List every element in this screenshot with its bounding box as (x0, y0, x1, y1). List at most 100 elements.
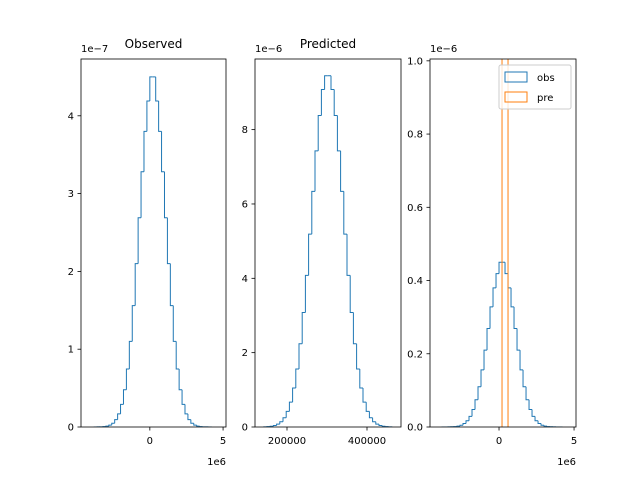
histogram-step (522, 369, 527, 388)
histogram-step (352, 312, 357, 345)
histogram-step (276, 423, 280, 426)
y-tick-label: 0.6 (407, 203, 423, 214)
x-offset: 1e6 (557, 457, 576, 468)
histogram-step (308, 233, 312, 276)
histogram-step (128, 340, 133, 370)
histogram-step (131, 305, 136, 342)
legend-box (498, 64, 572, 110)
histogram-step (543, 425, 548, 427)
plot-area (263, 75, 393, 427)
histogram-step (516, 328, 521, 351)
histogram-step (184, 404, 188, 415)
y-tick-label: 2 (68, 267, 74, 278)
plot-area (441, 59, 563, 427)
histogram-step (169, 263, 174, 307)
histogram-step (175, 341, 180, 370)
histogram-step (320, 88, 325, 116)
histogram-step (298, 343, 303, 370)
histogram-step (468, 415, 473, 421)
plot-area (93, 76, 212, 427)
x-tick-label: 400000 (348, 436, 386, 447)
histogram-step (375, 421, 379, 425)
histogram-step (149, 76, 153, 102)
histogram-step (161, 131, 165, 173)
histogram-step (279, 421, 283, 425)
histogram-step (146, 100, 150, 132)
histogram-step (125, 368, 130, 390)
histogram-step (495, 273, 500, 288)
x-tick-label: 0 (147, 436, 153, 447)
x-offset: 1e6 (207, 457, 226, 468)
axes-frame (254, 58, 402, 428)
histogram-step (108, 424, 112, 427)
histogram-step (190, 419, 194, 424)
histogram-step (519, 350, 524, 371)
axes-title: Observed (125, 37, 183, 51)
y-tick-label: 1.0 (407, 56, 423, 67)
histogram-step (362, 387, 367, 403)
histogram-step (311, 190, 315, 235)
histogram-step (120, 403, 124, 414)
axes-frame (429, 58, 577, 428)
histogram-step (317, 115, 322, 151)
y-tick-label: 4 (68, 111, 74, 122)
y-tick-label: 3 (68, 189, 74, 200)
y-tick-label: 6 (242, 199, 248, 210)
histogram-step (356, 343, 360, 370)
y-offset: 1e−6 (430, 44, 457, 55)
histogram-step (483, 349, 488, 370)
histogram-step (492, 287, 497, 307)
histogram-step (504, 262, 509, 275)
histogram-step (114, 419, 118, 424)
y-offset: 1e−6 (255, 44, 282, 55)
x-tick-label: 5 (220, 436, 226, 447)
histogram-step (158, 101, 162, 132)
histogram-step (295, 368, 299, 388)
histogram-step (525, 386, 530, 401)
y-tick-label: 0.0 (407, 423, 423, 434)
histogram-step (343, 191, 347, 235)
histogram-step (462, 423, 467, 426)
histogram-step (486, 328, 491, 351)
histogram-step (340, 150, 344, 192)
histogram-step (480, 369, 485, 387)
histogram-step (489, 306, 494, 329)
histogram-step (534, 416, 539, 422)
histogram-step (324, 75, 328, 90)
y-tick-label: 2 (242, 348, 248, 359)
histogram-step (333, 89, 338, 117)
histogram-step (459, 424, 464, 427)
histogram-step (187, 413, 191, 421)
histogram-step (477, 386, 482, 400)
legend-swatch (504, 91, 528, 103)
histogram-step (498, 261, 503, 274)
histogram-step (196, 425, 200, 427)
histogram-step (510, 287, 515, 308)
histogram-step (528, 399, 533, 410)
histogram-step (137, 217, 142, 264)
y-tick-label: 4 (242, 274, 248, 285)
x-tick-label: 5 (571, 436, 577, 447)
histogram-step (292, 387, 296, 403)
histogram-step (288, 401, 293, 412)
histogram-step (314, 150, 319, 192)
histogram-step (166, 217, 171, 265)
histogram-step (272, 424, 277, 427)
y-tick-label: 0 (242, 423, 248, 434)
axes-frame (80, 58, 227, 428)
y-tick-label: 0 (68, 423, 74, 434)
x-tick-label: 200000 (268, 436, 306, 447)
histogram-step (381, 425, 386, 427)
histogram-step (117, 413, 121, 420)
histogram-step (540, 423, 545, 426)
histogram-step (368, 411, 373, 419)
histogram-step (372, 417, 376, 423)
histogram-step (537, 420, 542, 425)
histogram-step (531, 409, 536, 417)
y-tick-label: 1 (68, 345, 74, 356)
histogram-step (359, 369, 363, 389)
histogram-step (143, 130, 147, 172)
x-tick-label: 0 (496, 436, 502, 447)
histogram-step (365, 402, 370, 412)
